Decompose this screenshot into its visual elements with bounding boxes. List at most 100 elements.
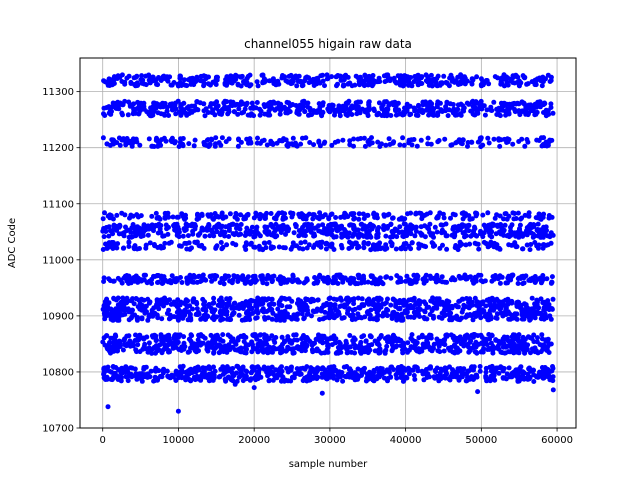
data-point	[303, 375, 309, 381]
data-point	[274, 375, 280, 381]
data-point	[337, 109, 343, 115]
data-point	[489, 367, 495, 373]
data-point	[283, 377, 288, 383]
data-point	[455, 74, 461, 80]
data-point	[540, 273, 546, 278]
data-point	[130, 296, 135, 302]
data-point	[545, 343, 551, 349]
data-point	[532, 112, 538, 118]
data-point	[195, 312, 201, 318]
data-point	[190, 231, 196, 237]
data-point	[175, 297, 181, 303]
data-point	[123, 224, 128, 230]
data-point	[464, 332, 470, 338]
data-point	[249, 305, 255, 311]
data-point	[306, 80, 312, 86]
data-point	[173, 333, 179, 338]
data-point	[202, 277, 208, 282]
data-point	[487, 312, 493, 318]
data-point	[424, 211, 430, 217]
data-point	[401, 234, 407, 240]
data-point	[515, 299, 521, 305]
data-point	[540, 79, 546, 85]
data-point	[531, 346, 537, 352]
data-point	[184, 246, 190, 252]
data-point	[247, 228, 253, 234]
data-point	[332, 112, 337, 118]
data-point	[364, 110, 370, 116]
data-point	[142, 341, 148, 347]
data-point	[485, 135, 491, 141]
data-point	[257, 112, 263, 118]
data-point	[538, 296, 544, 302]
data-point	[512, 231, 518, 237]
data-point	[397, 76, 403, 82]
data-point	[389, 364, 395, 370]
data-point	[296, 303, 302, 309]
data-point	[213, 104, 219, 110]
data-point	[320, 222, 326, 228]
data-point	[494, 315, 500, 321]
data-point	[228, 222, 234, 228]
data-point	[129, 143, 135, 149]
data-point	[524, 242, 530, 248]
data-point	[436, 138, 442, 143]
data-point	[175, 309, 181, 315]
data-point	[459, 224, 465, 230]
data-point	[332, 305, 338, 311]
data-point	[133, 83, 139, 89]
data-point	[177, 75, 183, 81]
data-point	[101, 226, 107, 231]
data-point	[222, 376, 228, 382]
data-point	[151, 103, 157, 109]
data-point	[527, 223, 533, 229]
data-point	[129, 365, 135, 371]
data-point	[499, 365, 505, 371]
data-point	[185, 280, 190, 286]
data-point	[461, 302, 467, 308]
data-point	[220, 332, 226, 338]
data-point	[314, 280, 320, 286]
data-point	[259, 72, 265, 78]
data-points	[100, 72, 556, 414]
data-point	[337, 341, 343, 347]
data-point	[467, 348, 473, 353]
data-point	[460, 366, 466, 372]
data-point	[474, 374, 480, 380]
data-point	[291, 230, 297, 236]
data-point	[112, 223, 118, 229]
data-point	[472, 226, 478, 232]
data-point	[227, 211, 233, 217]
data-point	[256, 348, 261, 354]
data-point	[536, 138, 542, 143]
data-point	[217, 373, 223, 379]
data-point	[492, 298, 498, 304]
data-point	[143, 364, 149, 370]
data-point	[277, 317, 283, 323]
data-point	[182, 228, 188, 234]
data-point	[469, 139, 475, 145]
data-point	[133, 347, 139, 353]
data-point	[388, 113, 394, 118]
data-point	[153, 368, 159, 374]
data-point	[114, 227, 120, 233]
data-point	[105, 364, 111, 370]
data-point	[365, 241, 371, 247]
data-point	[100, 339, 106, 345]
data-point	[388, 221, 394, 227]
data-point	[277, 274, 283, 280]
data-point	[462, 74, 467, 80]
data-point	[247, 72, 253, 78]
data-point	[219, 111, 224, 117]
data-point	[228, 102, 234, 108]
data-point	[185, 368, 191, 374]
data-point	[273, 216, 279, 222]
data-point	[382, 79, 388, 85]
data-point	[266, 302, 272, 308]
data-point	[384, 343, 390, 349]
data-point	[506, 316, 512, 322]
data-point	[107, 340, 112, 345]
data-point	[241, 339, 247, 345]
data-point	[305, 297, 310, 303]
data-point	[252, 244, 258, 250]
